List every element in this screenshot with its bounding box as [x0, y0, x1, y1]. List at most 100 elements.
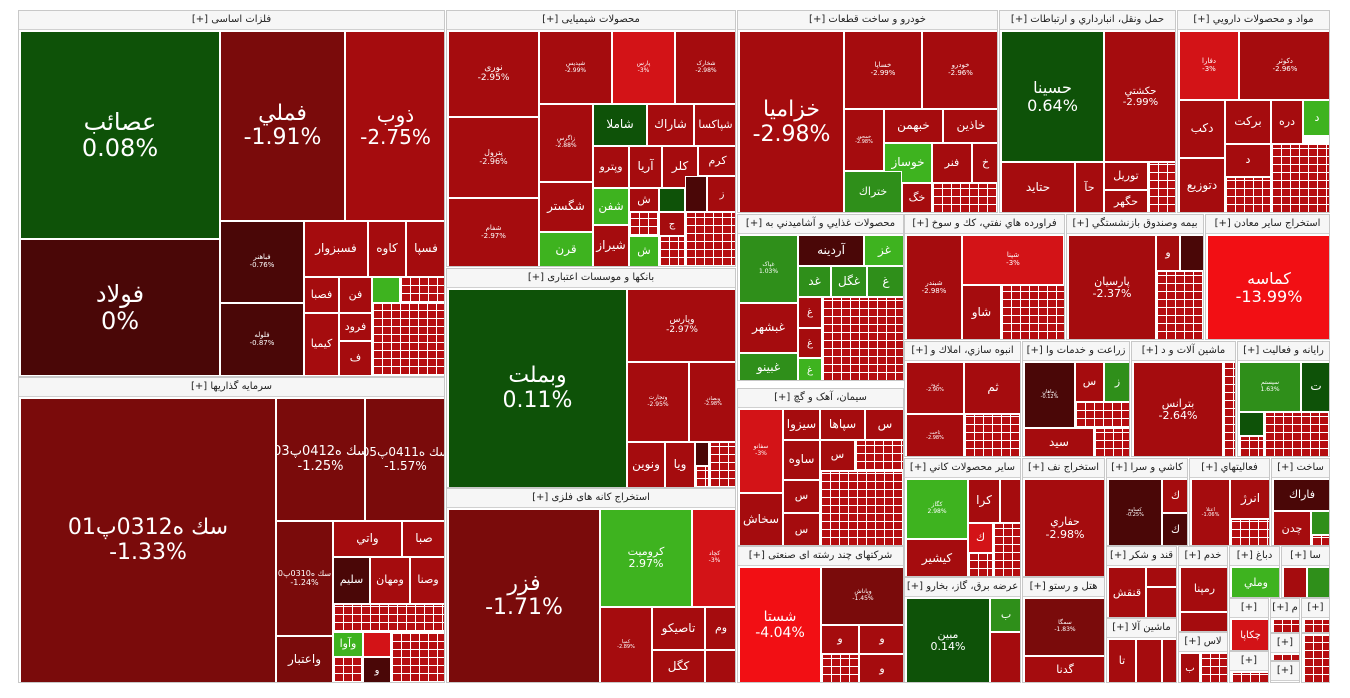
sector-header[interactable]: ساير محصولات كاني [+] [905, 459, 1020, 478]
stock-tile[interactable]: خزاميا -2.98% [739, 31, 844, 212]
stock-tile[interactable]: وصنا [410, 557, 444, 604]
stock-tile[interactable]: واعتبار [276, 636, 333, 682]
stock-tile[interactable]: س [820, 440, 855, 471]
stock-tile[interactable]: ك [1162, 479, 1187, 513]
sector-header[interactable]: شرکتهای چند رشته ای صنعتی [+] [738, 547, 903, 566]
stock-tile[interactable]: قرن [539, 232, 593, 266]
small-tiles-cluster[interactable] [820, 471, 903, 545]
sector-header[interactable]: خدم [+] [1179, 547, 1227, 566]
stock-tile[interactable]: سك ه0411پ05-1.57% [365, 398, 444, 521]
stock-tile[interactable] [363, 632, 391, 657]
stock-tile[interactable]: شپاكسا [694, 104, 735, 146]
stock-tile[interactable]: دفارا -3% [1179, 31, 1239, 100]
sector-header[interactable]: مواد و محصولات دارويي [+] [1178, 11, 1329, 30]
stock-tile[interactable]: چدن [1273, 511, 1311, 545]
stock-tile[interactable]: ومهان [370, 557, 410, 604]
small-tiles-cluster[interactable] [391, 632, 444, 682]
small-tiles-cluster[interactable] [1200, 653, 1227, 682]
stock-tile[interactable]: شاراك [647, 104, 694, 146]
stock-tile[interactable]: تاصيكو [652, 607, 705, 650]
stock-tile[interactable]: سيزوا [783, 409, 820, 440]
stock-tile[interactable]: كمپا -2.89% [600, 607, 652, 682]
stock-tile[interactable]: غ [798, 358, 822, 380]
small-tiles-cluster[interactable] [1230, 519, 1269, 545]
small-tiles-cluster[interactable] [709, 442, 735, 487]
sector-header[interactable]: م [+] [1271, 599, 1299, 618]
stock-tile[interactable]: وآوا [333, 632, 363, 657]
sector-header[interactable]: [+] [1271, 662, 1299, 681]
stock-tile[interactable]: سخاش [739, 493, 783, 545]
stock-tile[interactable]: و [1156, 235, 1180, 271]
small-tiles-cluster[interactable] [1271, 144, 1329, 212]
stock-tile[interactable]: شپدیس -2.99% [539, 31, 612, 104]
stock-tile[interactable]: سيستم 1.63% [1239, 362, 1301, 412]
stock-tile[interactable]: شستا -4.04% [739, 567, 821, 682]
stock-tile[interactable]: ب [990, 598, 1020, 632]
small-tiles-cluster[interactable] [1231, 672, 1268, 682]
stock-tile[interactable]: كساوه -0.25% [1108, 479, 1162, 545]
stock-tile[interactable]: قنقش [1108, 567, 1146, 617]
stock-tile[interactable] [1311, 511, 1329, 535]
stock-tile[interactable]: سپاها [820, 409, 865, 440]
stock-tile[interactable]: سفانو -3% [739, 409, 783, 493]
sector-header[interactable]: عرضه برق، گاز، بخارو [+] [905, 578, 1020, 597]
small-tiles-cluster[interactable] [1272, 619, 1299, 632]
stock-tile[interactable]: صبا [402, 521, 444, 557]
sector-header[interactable]: [+] [1302, 599, 1329, 618]
stock-tile[interactable]: پارسيان -2.37% [1068, 235, 1156, 339]
stock-tile[interactable]: فملي -1.91% [220, 31, 345, 221]
sector-header[interactable]: استخراج نف [+] [1023, 459, 1104, 478]
small-tiles-cluster[interactable] [372, 303, 444, 376]
stock-tile[interactable]: شاملا [593, 104, 647, 146]
stock-tile[interactable]: وبملت 0.11% [448, 289, 627, 487]
stock-tile[interactable]: غ [867, 266, 903, 297]
stock-tile[interactable]: ثاخت -2.98% [906, 414, 964, 456]
stock-tile[interactable]: زاگرس -2.88% [539, 104, 593, 182]
sector-header[interactable]: ماشين آلا [+] [1107, 619, 1176, 638]
stock-tile[interactable]: كلر [662, 146, 698, 188]
small-tiles-cluster[interactable] [1001, 285, 1064, 339]
stock-tile[interactable]: و [363, 657, 391, 682]
stock-tile[interactable]: فنر [932, 143, 972, 183]
stock-tile[interactable]: س [1075, 362, 1104, 402]
stock-tile[interactable]: خمحور -2.98% [844, 109, 884, 171]
stock-tile[interactable]: وم [705, 607, 735, 650]
stock-tile[interactable]: وبصادر -2.98% [689, 362, 735, 442]
sector-header[interactable]: سا [+] [1282, 547, 1329, 566]
stock-tile[interactable]: س [783, 513, 820, 545]
sector-header[interactable]: استخراج کانه های فلزی [+] [447, 489, 735, 508]
stock-tile[interactable]: وپارس -2.97% [627, 289, 735, 362]
stock-tile[interactable]: ساوه [783, 440, 820, 480]
stock-tile[interactable] [685, 176, 707, 212]
stock-tile[interactable]: دكوثر -2.96% [1239, 31, 1329, 100]
stock-tile[interactable]: شفن [593, 188, 629, 225]
stock-tile[interactable]: كيشير [906, 539, 968, 576]
stock-tile[interactable] [990, 632, 1020, 682]
stock-tile[interactable]: سمگا -1.83% [1024, 598, 1104, 656]
stock-tile[interactable]: فسبزوار [304, 221, 368, 277]
sector-header[interactable]: بيمه وصندوق بازنشستگي [+] [1067, 215, 1203, 234]
stock-tile[interactable]: فسپا [406, 221, 444, 277]
sector-header[interactable]: سرمایه گذاریها [+] [19, 378, 444, 397]
stock-tile[interactable] [1180, 235, 1203, 271]
stock-tile[interactable] [1136, 639, 1162, 682]
small-tiles-cluster[interactable] [1272, 654, 1299, 660]
sector-header[interactable]: فعاليتهاي [+] [1190, 459, 1269, 478]
stock-tile[interactable]: غز [864, 235, 903, 266]
stock-tile[interactable]: شپنا -3% [962, 235, 1064, 285]
small-tiles-cluster[interactable] [1239, 436, 1264, 456]
stock-tile[interactable]: شيراز [593, 225, 629, 266]
stock-tile[interactable]: وپترو [593, 146, 629, 188]
stock-tile[interactable]: كگاز 2.98% [906, 479, 968, 539]
small-tiles-cluster[interactable] [821, 654, 859, 682]
small-tiles-cluster[interactable] [1303, 635, 1329, 682]
stock-tile[interactable]: فلوله -0.87% [220, 303, 304, 376]
stock-tile[interactable]: کیميا [304, 313, 339, 376]
sector-header[interactable]: محصولات شیمیایی [+] [447, 11, 735, 30]
stock-tile[interactable]: و [859, 625, 903, 654]
small-tiles-cluster[interactable] [1094, 428, 1129, 456]
stock-tile[interactable]: سك ه0310پ0 -1.24% [276, 521, 333, 636]
stock-tile[interactable]: وپاناش -1.45% [821, 567, 903, 625]
sector-header[interactable]: زراعت و خدمات وا [+] [1023, 342, 1129, 361]
stock-tile[interactable]: ش [629, 236, 659, 266]
